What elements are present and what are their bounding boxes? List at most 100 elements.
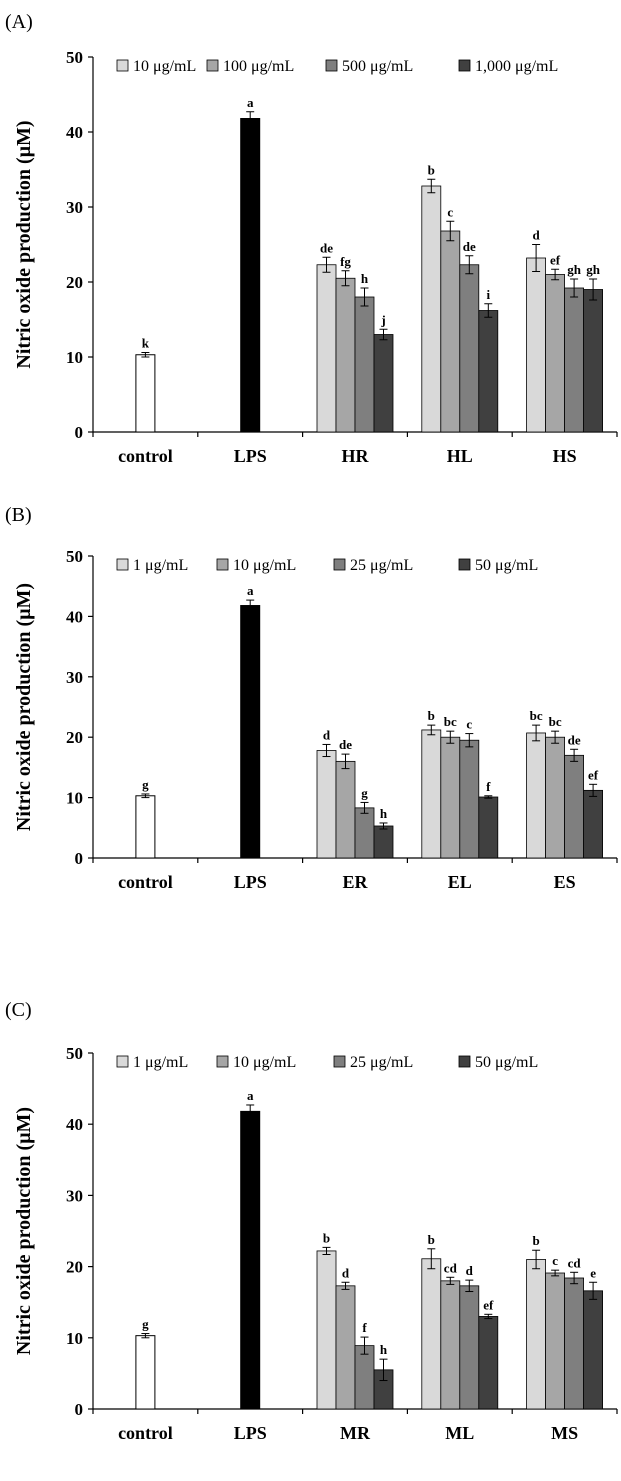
significance-letter: f [486,779,491,794]
legend-entry: 100 μg/mL [223,58,294,75]
bar-er-4 [373,825,394,859]
y-axis-label: Nitric oxide production (μM) [13,1107,35,1355]
significance-letter: gh [567,262,582,277]
bar-hl-1 [421,185,442,433]
x-category-label: control [118,872,173,892]
x-category-label: ER [342,872,368,892]
significance-letter: a [247,583,254,598]
bar-el-3 [459,739,480,859]
bar-control [135,354,156,433]
significance-letter: de [568,732,581,747]
y-tick-label: 40 [66,607,83,626]
x-category-label: HL [447,446,473,466]
x-category-label: EL [448,872,472,892]
significance-letter: f [362,1320,367,1335]
significance-letter: ef [588,767,599,782]
y-tick-label: 30 [66,668,83,687]
bar-hs-4 [583,289,603,433]
significance-letter: ef [483,1297,494,1312]
y-axis-label: Nitric oxide production (μM) [13,120,35,368]
significance-letter: bc [549,714,562,729]
bar-hl-3 [459,264,480,433]
significance-letter: b [428,162,435,177]
legend-entry: 1,000 μg/mL [475,58,558,75]
legend-swatch [206,59,219,72]
significance-letter: c [552,1253,558,1268]
significance-letter: g [142,1317,149,1332]
significance-letter: de [320,240,333,255]
significance-letter: b [428,1232,435,1247]
legend-entry: 25 μg/mL [350,1054,413,1071]
y-tick-label: 20 [66,728,83,747]
bar-ml-2 [440,1280,461,1410]
bar-mr-2 [335,1285,356,1410]
bar-hr-2 [335,277,356,433]
legend-swatch [458,1055,471,1068]
x-category-label: control [118,446,173,466]
bar-ms-4 [583,1290,603,1410]
panel-label: (C) [5,999,32,1021]
legend-entry: 1 μg/mL [133,557,188,574]
legend-swatch [325,59,338,72]
legend-swatch [216,1055,229,1068]
significance-letter: e [590,1265,596,1280]
significance-letter: b [428,708,435,723]
legend-entry: 500 μg/mL [342,58,413,75]
y-tick-label: 40 [66,1115,83,1134]
significance-letter: bc [530,708,543,723]
bar-ms-2 [545,1272,565,1410]
significance-letter: a [247,1088,254,1103]
bar-el-2 [440,736,461,859]
significance-letter: b [532,1233,539,1248]
bar-hl-2 [440,230,461,433]
bar-el-1 [421,729,442,859]
bar-er-1 [316,750,337,859]
x-category-label: LPS [234,1423,267,1443]
panel-label: (A) [5,11,33,33]
legend-entry: 10 μg/mL [133,58,196,75]
significance-letter: d [323,727,331,742]
significance-letter: de [339,737,352,752]
significance-letter: i [486,287,490,302]
bar-lps [240,605,261,859]
y-tick-label: 20 [66,273,83,292]
legend-swatch [458,558,471,571]
y-tick-label: 50 [66,547,83,566]
x-category-label: ML [445,1423,474,1443]
x-category-label: ES [554,872,576,892]
bar-hl-4 [478,310,499,433]
bar-hs-2 [545,274,565,433]
significance-letter: de [463,239,476,254]
legend-swatch [333,558,346,571]
legend-swatch [333,1055,346,1068]
legend-entry: 50 μg/mL [475,1054,538,1071]
bar-lps [240,118,261,433]
significance-letter: d [466,1263,474,1278]
legend-swatch [116,59,129,72]
bar-hs-3 [564,287,584,433]
x-category-label: HS [553,446,577,466]
chart-panel-a: (A) Nitric oxide production (μM) 0 10 20 30 40… [5,11,618,466]
legend-entry: 10 μg/mL [233,1054,296,1071]
significance-letter: c [447,204,453,219]
x-category-label: MS [551,1423,578,1443]
significance-letter: j [380,312,385,327]
y-tick-label: 10 [66,789,83,808]
significance-letter: b [323,1230,330,1245]
significance-letter: k [142,336,150,351]
y-tick-label: 0 [75,849,84,868]
legend-swatch [216,558,229,571]
bar-ml-1 [421,1258,442,1410]
bar-ms-3 [564,1277,584,1410]
bar-lps [240,1110,261,1410]
legend-swatch [116,558,129,571]
y-tick-label: 50 [66,1044,83,1063]
significance-letter: bc [444,714,457,729]
significance-letter: g [361,785,368,800]
y-tick-label: 20 [66,1258,83,1277]
y-tick-label: 50 [66,48,83,67]
legend-entry: 1 μg/mL [133,1054,188,1071]
legend-entry: 25 μg/mL [350,557,413,574]
panel-label: (B) [5,504,32,526]
